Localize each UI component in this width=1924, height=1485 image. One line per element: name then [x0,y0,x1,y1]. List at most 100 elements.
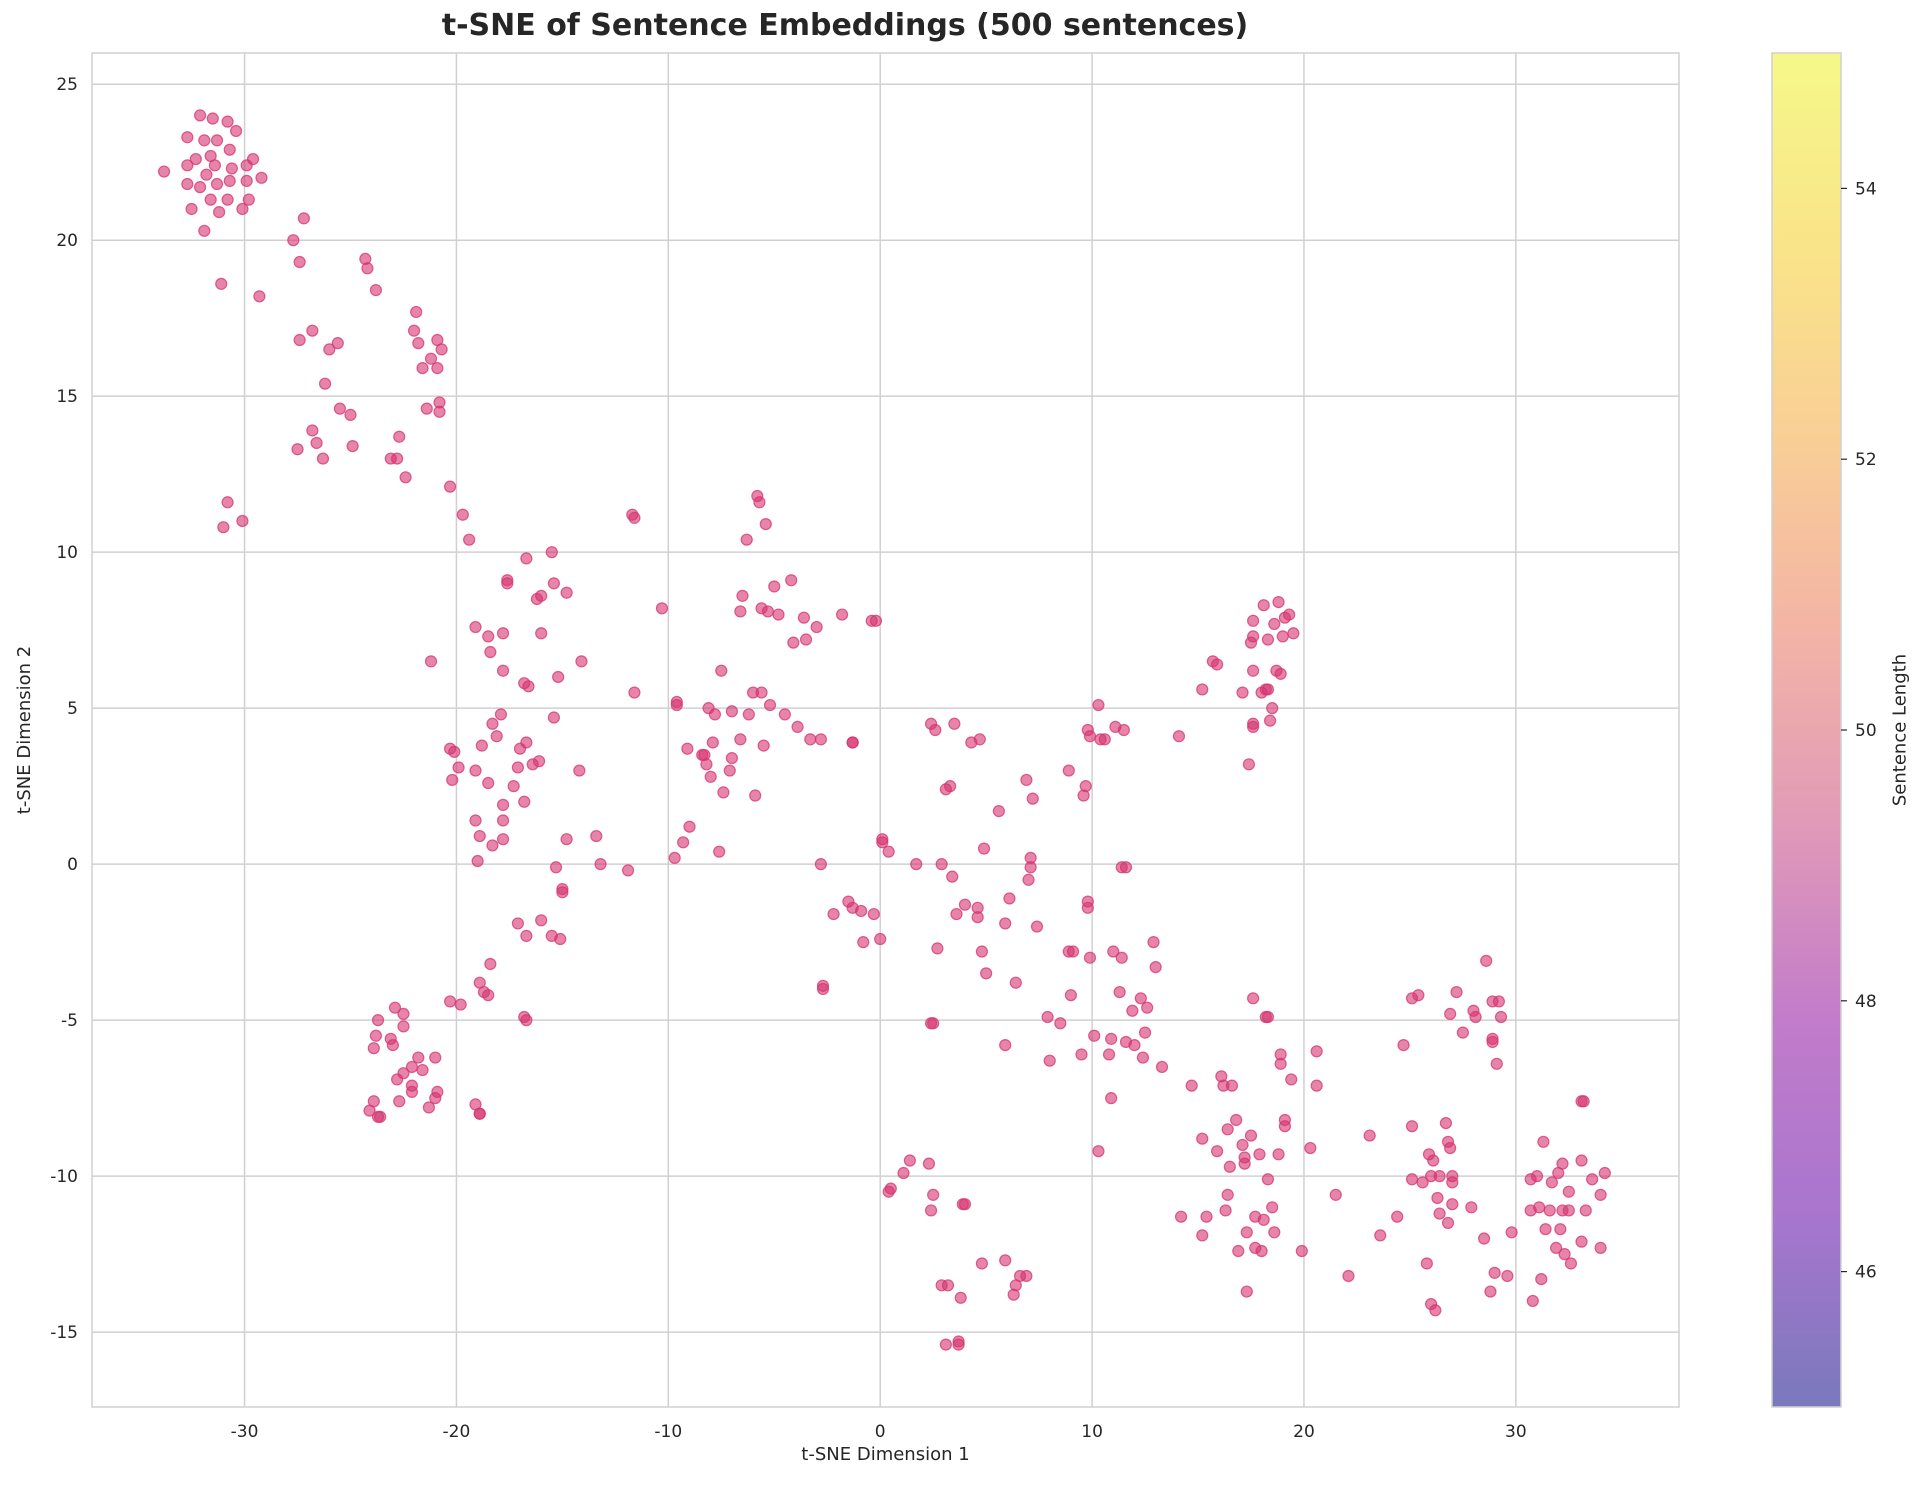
y-tick-label: 25 [56,75,78,95]
data-point [412,337,425,350]
data-point [1022,873,1035,886]
data-point [814,858,827,871]
data-point [772,608,785,621]
data-point [210,177,224,191]
data-point [910,858,923,871]
data-point [547,711,561,724]
data-point [1285,1073,1298,1086]
data-point [412,1051,425,1064]
data-point [223,143,236,156]
data-point [628,511,641,524]
data-point [1480,954,1493,967]
data-point [535,589,548,602]
data-point [922,1157,936,1170]
data-point [193,109,207,122]
data-point [318,377,332,390]
data-point [549,861,563,874]
data-point [399,471,412,484]
data-point [952,1338,965,1351]
x-tick-label: -30 [231,1422,259,1442]
data-point [1429,1304,1442,1317]
data-point [763,698,777,712]
data-point [1283,608,1296,621]
data-point [700,758,713,771]
data-point [778,708,791,721]
data-point [416,1063,429,1077]
y-axis-label: t-SNE Dimension 2 [14,646,35,814]
data-point [552,670,565,684]
data-point [1310,1079,1323,1092]
data-point [799,633,813,646]
data-point [1274,1057,1287,1070]
data-point [1412,989,1425,1002]
data-point [1550,1241,1563,1254]
data-point [1136,1051,1150,1064]
data-point [407,324,421,337]
data-point [670,698,683,712]
data-point [971,911,984,924]
data-point [482,989,495,1002]
data-point [482,630,495,643]
data-point [452,761,465,774]
data-point [927,1188,940,1201]
data-point [416,362,429,375]
data-point [1081,901,1094,914]
data-point [1149,961,1162,974]
data-point [846,736,859,749]
data-point [435,343,448,356]
data-point [1126,1004,1139,1017]
data-point [897,1166,910,1180]
y-tick-label: 0 [67,855,78,875]
data-point [1092,698,1105,712]
data-point [1147,936,1160,949]
data-point [1342,1269,1355,1283]
data-point [242,193,255,206]
data-point [999,917,1012,930]
data-point [255,171,268,184]
data-point [757,739,770,752]
data-point [857,936,870,949]
data-point [331,337,344,350]
y-tick-label: 10 [56,543,78,563]
data-point [391,1073,404,1086]
data-point [1064,989,1077,1002]
data-point [1558,1248,1571,1261]
data-point [999,1039,1012,1052]
data-point [1020,773,1033,787]
data-point [736,589,749,602]
data-point [1115,951,1128,964]
data-point [681,742,694,755]
data-point [181,131,194,144]
data-point [443,480,457,493]
data-point [1077,789,1090,802]
data-point [1196,683,1209,696]
data-point [1138,1026,1152,1039]
data-point [797,611,811,624]
data-point [1257,599,1270,612]
data-point [1054,1017,1067,1030]
data-point [1007,1288,1020,1301]
data-point [520,736,533,749]
data-point [463,533,476,546]
data-point [1083,730,1097,743]
data-point [927,1017,940,1030]
data-point [1105,1092,1118,1105]
data-point [759,517,772,531]
data-point [424,352,438,365]
data-point [1477,1232,1491,1245]
data-point [1276,630,1289,643]
plot-area [91,52,1680,1408]
data-point [706,736,719,749]
data-point [1456,1026,1469,1039]
data-point [980,967,993,980]
data-point [713,845,726,858]
colorbar-tick-label: 54 [1855,179,1877,199]
data-point [431,362,444,375]
data-point [1075,1048,1088,1061]
data-point [490,730,503,743]
data-point [507,780,520,793]
data-point [473,829,486,843]
data-point [1266,1201,1279,1214]
data-point [1533,1201,1546,1214]
data-point [884,1182,897,1195]
